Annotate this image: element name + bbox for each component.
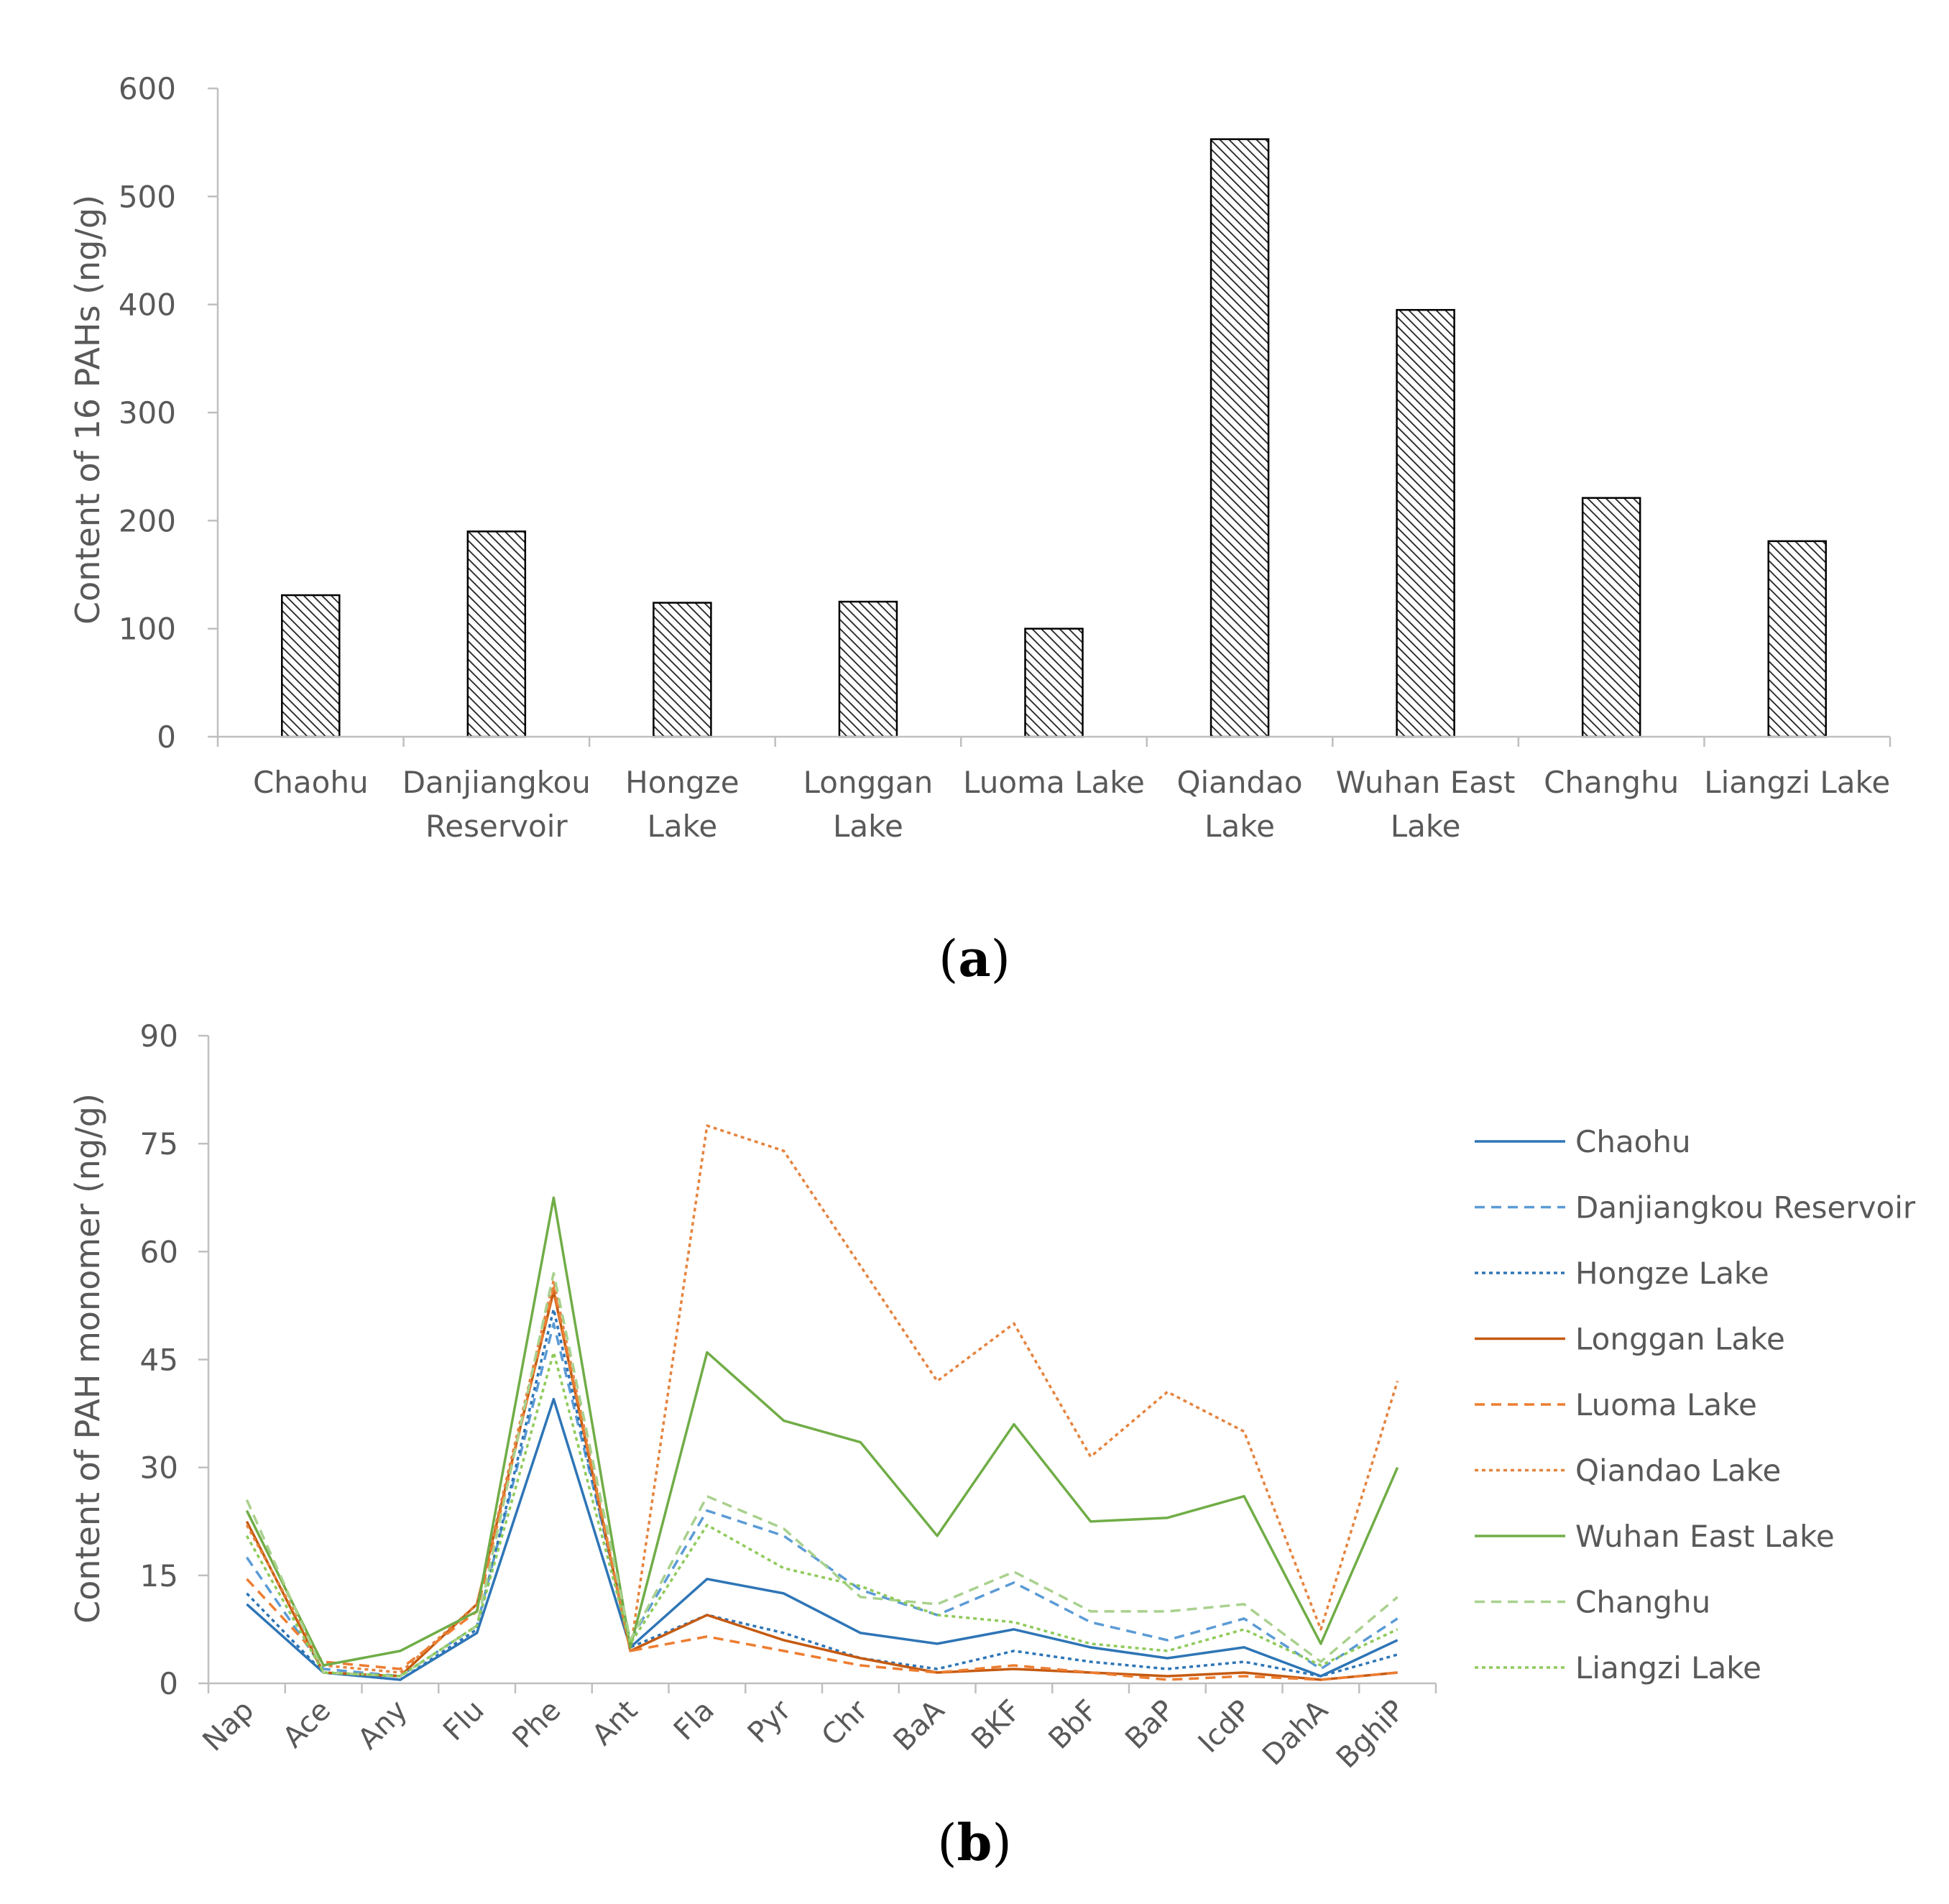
chart-a-x-tick-label: Wuhan East Lake [1336,765,1516,844]
chart-a-y-tick-label: 500 [119,179,176,214]
chart-b-x-tick-label: Nap [196,1694,260,1758]
chart-b-ylabel: Content of PAH monomer (ng/g) [68,1093,107,1624]
chart-a-x-tick-label: Danjiangkou Reservoir [402,765,591,844]
legend-label: Danjiangkou Reservoir [1575,1190,1916,1225]
legend-label: Qiandao Lake [1575,1453,1781,1489]
series-line-longgan-lake [245,1289,1398,1681]
chart-a-bar [1210,138,1270,738]
legend-label: Luoma Lake [1575,1387,1757,1422]
chart-b-y-tick-label: 30 [140,1450,178,1486]
chart-a-y-axis: 0 100 200 300 400 500 600 [119,71,219,755]
chart-a-bar [281,594,341,738]
line-chart-panel-b: Content of PAH monomer (ng/g) 0 15 30 45 60 7… [68,1018,1916,1872]
chart-a-bar [1024,627,1084,738]
chart-a-y-tick-label: 200 [119,503,176,538]
chart-b-x-tick-label: Pyr [742,1693,798,1749]
panel-label-a: (a) [939,929,1010,988]
legend-label: Changhu [1575,1585,1710,1620]
series-line-hongze-lake [246,1307,1399,1681]
bar-chart-panel-a: Content of 16 PAHs (ng/g) 0 100 200 300 400 5… [68,71,1892,988]
series-line-luoma-lake [246,1286,1398,1681]
series-line-wuhan-east-lake [245,1196,1399,1667]
chart-b-y-tick-label: 60 [140,1234,178,1269]
legend-label: Liangzi Lake [1575,1650,1761,1685]
chart-a-bar [653,602,712,738]
panel-label-b: (b) [937,1813,1012,1872]
chart-b-x-tick-label: BghiP [1330,1694,1411,1775]
chart-b-x-tick-label: IcdP [1192,1694,1258,1760]
chart-a-x-tick-label: Qiandao Lake [1176,765,1302,844]
chart-a-bar [1396,308,1455,738]
chart-a-x-tick-label: Luoma Lake [963,765,1145,800]
chart-a-x-tick-label: Hongze Lake [625,765,739,844]
chart-a-bars [281,138,1827,738]
chart-b-x-tick-label: BbF [1043,1694,1105,1756]
chart-b-x-tick-label: BaP [1119,1694,1181,1756]
chart-b-x-tick-label: Ace [277,1694,337,1754]
chart-b-x-tick-label: BaA [888,1693,952,1757]
legend-label: Longgan Lake [1575,1322,1785,1357]
chart-b-x-tick-label: Flu [437,1694,491,1748]
series-line-danjiangkou-reservoir [245,1322,1399,1678]
series-line-chaohu [246,1397,1399,1681]
chart-b-y-tick-label: 15 [140,1558,178,1593]
chart-b-y-tick-label: 0 [159,1666,178,1701]
chart-a-bar [1767,540,1827,738]
chart-b-series-lines [245,1124,1399,1681]
chart-b-x-tick-label: Any [351,1694,414,1757]
chart-b-x-tick-label: Ant [586,1694,644,1752]
series-line-qiandao-lake [245,1124,1399,1674]
chart-b-legend: Chaohu Danjiangkou Reservoir Hongze Lake Lo… [1475,1124,1916,1685]
chart-a-y-tick-label: 100 [119,612,176,647]
chart-b-x-tick-label: Phe [507,1694,568,1755]
chart-a-y-tick-label: 300 [119,395,176,431]
chart-a-bar [1581,497,1641,738]
legend-label: Chaohu [1575,1124,1691,1159]
chart-a-x-tick-label: Chaohu [253,765,369,800]
legend-label: Wuhan East Lake [1575,1519,1835,1554]
chart-b-y-tick-label: 75 [140,1126,178,1162]
series-line-changhu [245,1271,1399,1678]
chart-b-x-tick-label: Chr [816,1693,875,1752]
chart-a-x-tick-label: Changhu [1544,765,1679,800]
chart-b-y-tick-label: 45 [140,1343,178,1378]
chart-a-x-tick-label: Longgan Lake [803,765,934,844]
legend-label: Hongze Lake [1575,1256,1769,1291]
chart-a-x-tick-label: Liangzi Lake [1704,765,1890,800]
chart-a-bar [838,600,898,738]
chart-a-bar [466,530,527,738]
chart-a-ylabel: Content of 16 PAHs (ng/g) [68,195,107,625]
chart-b-y-axis: 0 15 30 45 60 75 90 [140,1018,210,1701]
chart-b-x-tick-label: BKF [965,1694,1028,1757]
chart-b-x-tick-label: DahA [1256,1693,1335,1772]
chart-a-x-axis: Chaohu Danjiangkou Reservoir Hongze Lake Long… [216,735,1892,844]
chart-a-y-tick-label: 400 [119,288,176,323]
chart-b-y-tick-label: 90 [140,1018,178,1054]
chart-a-y-tick-label: 0 [157,719,176,755]
chart-a-y-tick-label: 600 [119,71,176,106]
chart-b-x-tick-label: Fla [668,1694,721,1747]
series-line-liangzi-lake [245,1351,1399,1678]
chart-b-x-axis: Nap Ace Any Flu Phe Ant Fla Pyr Chr BaA BKF BbF BaP I… [196,1682,1437,1775]
